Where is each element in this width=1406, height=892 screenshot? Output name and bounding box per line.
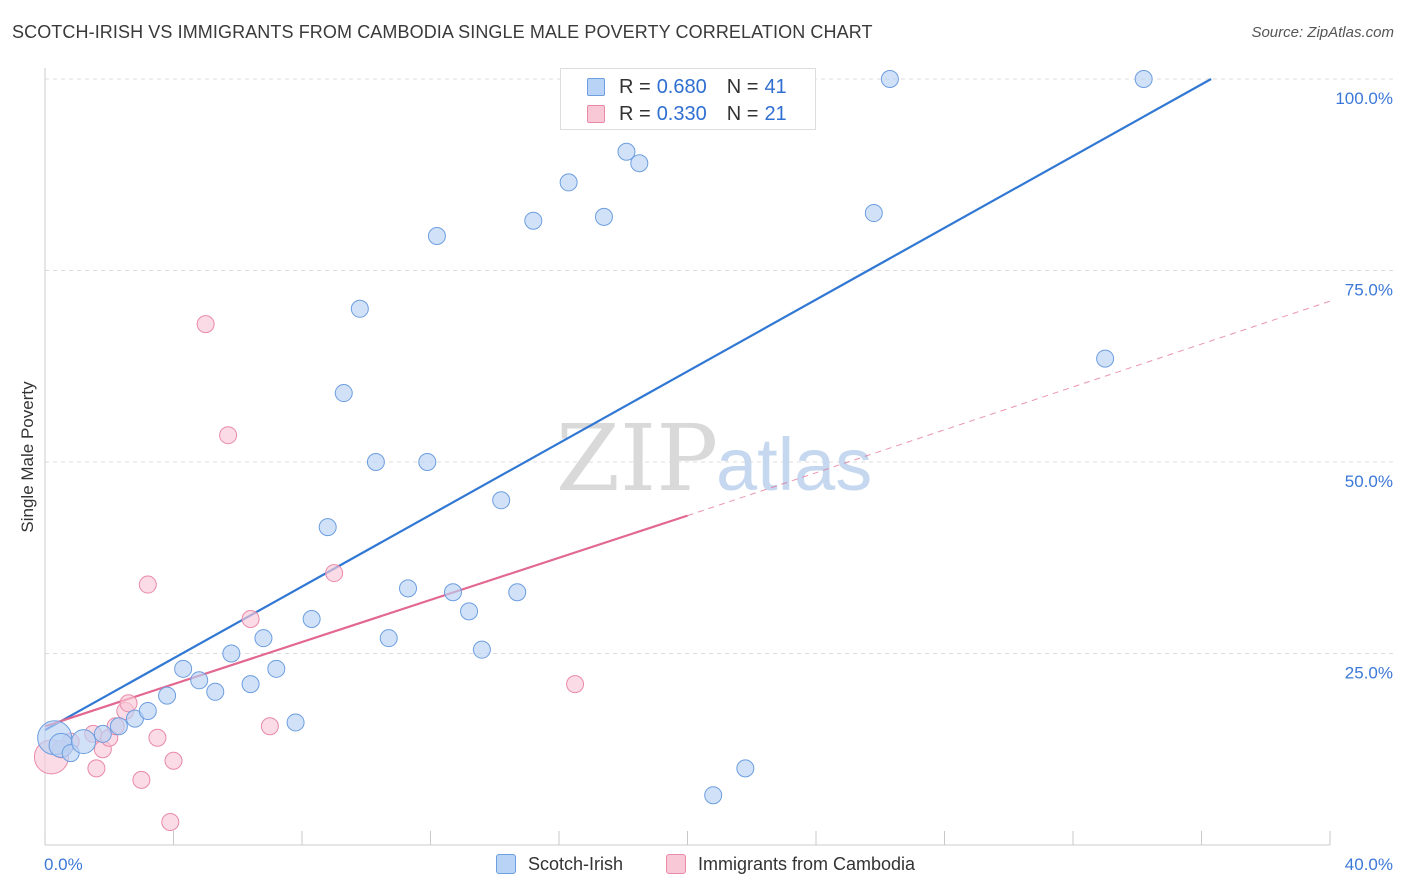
point-scotch-irish bbox=[492, 491, 511, 510]
point-scotch-irish bbox=[158, 686, 177, 705]
point-scotch-irish bbox=[427, 227, 446, 246]
point-scotch-irish bbox=[630, 154, 649, 173]
point-scotch-irish bbox=[302, 610, 321, 629]
point-scotch-irish bbox=[704, 786, 723, 805]
point-cambodia bbox=[148, 728, 167, 747]
point-scotch-irish bbox=[222, 644, 241, 663]
legend-item-scotch-irish[interactable]: Scotch-Irish bbox=[496, 850, 623, 878]
point-scotch-irish bbox=[418, 453, 437, 471]
watermark-atlas: atlas bbox=[716, 423, 872, 506]
point-cambodia bbox=[119, 694, 138, 713]
point-scotch-irish bbox=[524, 211, 543, 230]
y-tick-label: 100.0% bbox=[1335, 89, 1393, 108]
y-tick-label: 25.0% bbox=[1345, 664, 1393, 683]
watermark: ZIP atlas bbox=[556, 405, 872, 512]
legend-r-value: 0.680 bbox=[656, 75, 707, 98]
point-scotch-irish bbox=[138, 701, 157, 720]
point-scotch-irish bbox=[267, 659, 286, 678]
points-layer bbox=[33, 70, 1153, 832]
point-scotch-irish bbox=[366, 453, 385, 471]
point-cambodia bbox=[196, 315, 215, 334]
watermark-zip: ZIP bbox=[556, 405, 718, 512]
chart-title: SCOTCH-IRISH VS IMMIGRANTS FROM CAMBODIA… bbox=[12, 22, 873, 42]
legend-n-label: N = bbox=[726, 75, 759, 98]
legend-r-value: 0.330 bbox=[656, 102, 707, 125]
grid-layer bbox=[45, 78, 1395, 654]
point-scotch-irish bbox=[206, 682, 225, 701]
point-cambodia bbox=[219, 426, 238, 445]
point-scotch-irish bbox=[1096, 349, 1115, 368]
trend-line-cambodia bbox=[44, 514, 688, 728]
point-cambodia bbox=[138, 575, 157, 594]
point-cambodia bbox=[241, 610, 260, 629]
point-scotch-irish bbox=[594, 207, 613, 226]
series-legend: Scotch-Irish Immigrants from Cambodia bbox=[0, 850, 1406, 878]
correlation-legend: R = 0.680 N = 41 R = 0.330 N = 21 bbox=[560, 68, 816, 130]
point-scotch-irish bbox=[190, 671, 209, 690]
legend-label-scotch-irish: Scotch-Irish bbox=[528, 853, 624, 874]
legend-swatch-blue bbox=[587, 78, 605, 96]
x-tick-label-max: 40.0% bbox=[1345, 855, 1393, 874]
y-tick-label: 50.0% bbox=[1345, 472, 1393, 491]
point-scotch-irish bbox=[864, 204, 883, 223]
point-scotch-irish bbox=[286, 713, 305, 732]
point-scotch-irish bbox=[254, 629, 273, 648]
point-scotch-irish bbox=[350, 299, 369, 318]
point-cambodia bbox=[87, 759, 106, 778]
legend-n-value: 41 bbox=[764, 75, 787, 98]
legend-swatch-blue bbox=[496, 854, 516, 874]
point-cambodia bbox=[260, 717, 279, 736]
point-cambodia bbox=[161, 813, 180, 832]
legend-swatch-pink bbox=[666, 854, 686, 874]
trend-line-extension-cambodia bbox=[687, 300, 1331, 517]
point-scotch-irish bbox=[399, 579, 418, 598]
tick-label-layer: 25.0% 50.0% 75.0% 100.0% 0.0% 40.0% bbox=[44, 89, 1393, 874]
axis-layer bbox=[44, 68, 1331, 846]
legend-label-cambodia: Immigrants from Cambodia bbox=[698, 853, 916, 874]
legend-row-scotch-irish: R = 0.680 N = 41 bbox=[587, 75, 787, 99]
trend-line-scotch-irish bbox=[44, 78, 1212, 732]
point-scotch-irish bbox=[93, 724, 112, 743]
legend-r-label: R = bbox=[619, 102, 651, 125]
point-scotch-irish bbox=[472, 640, 491, 659]
point-scotch-irish bbox=[379, 629, 398, 648]
point-scotch-irish bbox=[334, 384, 353, 403]
point-scotch-irish bbox=[71, 729, 97, 755]
legend-item-cambodia[interactable]: Immigrants from Cambodia bbox=[666, 850, 915, 878]
legend-n-value: 21 bbox=[764, 102, 787, 125]
source-credit: Source: ZipAtlas.com bbox=[1251, 24, 1394, 41]
point-scotch-irish bbox=[736, 759, 755, 778]
point-scotch-irish bbox=[241, 675, 260, 694]
legend-r-label: R = bbox=[619, 75, 651, 98]
point-scotch-irish bbox=[318, 518, 337, 537]
point-scotch-irish bbox=[443, 583, 462, 602]
trend-layer bbox=[44, 78, 1331, 732]
point-cambodia bbox=[164, 751, 183, 770]
legend-row-cambodia: R = 0.330 N = 21 bbox=[587, 102, 787, 126]
legend-swatch-pink bbox=[587, 105, 605, 123]
point-cambodia bbox=[325, 564, 344, 583]
point-scotch-irish bbox=[1134, 70, 1153, 88]
point-cambodia bbox=[132, 770, 151, 789]
point-scotch-irish bbox=[174, 659, 193, 678]
point-scotch-irish bbox=[880, 70, 899, 88]
x-tick-label-min: 0.0% bbox=[44, 855, 83, 874]
legend-n-label: N = bbox=[726, 102, 759, 125]
y-tick-label: 75.0% bbox=[1345, 281, 1393, 300]
point-scotch-irish bbox=[460, 602, 479, 621]
point-scotch-irish bbox=[617, 142, 636, 161]
point-scotch-irish bbox=[559, 173, 578, 192]
point-cambodia bbox=[566, 675, 585, 694]
point-scotch-irish bbox=[109, 717, 128, 736]
point-scotch-irish bbox=[508, 583, 527, 602]
